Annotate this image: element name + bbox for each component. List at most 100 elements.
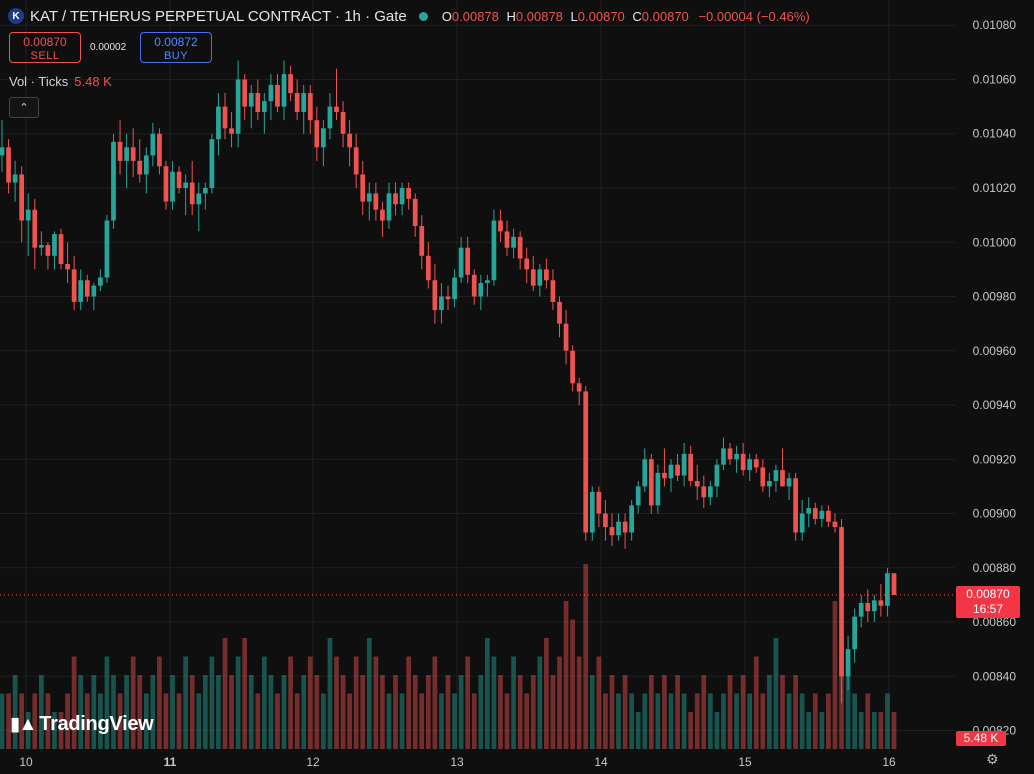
candle-body xyxy=(327,106,333,129)
candle-body xyxy=(19,174,25,221)
volume-bar xyxy=(714,712,720,749)
candle-body xyxy=(281,74,287,107)
volume-bar xyxy=(58,712,64,749)
volume-bar xyxy=(334,656,339,749)
candle-body xyxy=(334,106,339,113)
volume-bar xyxy=(845,675,851,749)
volume-bar xyxy=(675,675,680,749)
close-label: C xyxy=(632,8,642,24)
last-price-value: 0.00870 xyxy=(966,587,1010,601)
candle-body xyxy=(793,478,798,533)
volume-bar xyxy=(773,638,779,749)
candle-body xyxy=(209,139,215,188)
volume-legend-value: 5.48 K xyxy=(74,74,112,89)
candle-body xyxy=(622,521,628,533)
candle-body xyxy=(760,467,766,487)
volume-bar xyxy=(12,675,18,749)
volume-bar xyxy=(307,656,313,749)
candle-body xyxy=(727,448,733,460)
candle-body xyxy=(616,521,621,536)
volume-bar xyxy=(767,675,772,749)
volume-bar xyxy=(563,601,569,749)
candle-body xyxy=(524,258,530,270)
candle-body xyxy=(642,459,648,487)
volume-bar xyxy=(183,656,189,749)
tradingview-logo[interactable]: ▮▲ TradingView xyxy=(10,713,154,736)
volume-bar xyxy=(662,675,667,749)
collapse-legend-button[interactable]: ⌃ xyxy=(9,97,39,118)
candle-body xyxy=(589,491,595,533)
candle-body xyxy=(242,79,248,107)
candle-body xyxy=(294,93,300,113)
volume-legend[interactable]: Vol · Ticks 5.48 K xyxy=(9,74,112,89)
candle-body xyxy=(740,453,746,471)
candle-body xyxy=(0,147,5,156)
gear-icon[interactable]: ⚙ xyxy=(986,751,999,767)
volume-legend-label: Vol · Ticks xyxy=(9,74,69,89)
volume-bar xyxy=(222,638,228,749)
candle-body xyxy=(216,106,221,140)
volume-bar xyxy=(399,693,405,749)
price-tick-label: 0.01080 xyxy=(973,18,1017,32)
sell-button[interactable]: 0.00870 SELL xyxy=(9,32,81,63)
candle-body xyxy=(786,478,792,487)
volume-bar xyxy=(255,693,261,749)
buy-button[interactable]: 0.00872 BUY xyxy=(140,32,212,63)
open-label: O xyxy=(441,8,452,24)
volume-bar xyxy=(111,675,116,749)
symbol-title[interactable]: KAT / TETHERUS PERPETUAL CONTRACT · 1h ·… xyxy=(30,7,407,25)
volume-bar xyxy=(268,675,274,749)
volume-bar xyxy=(668,693,674,749)
price-tick-label: 0.01060 xyxy=(973,72,1017,86)
volume-bar xyxy=(0,693,5,749)
candle-body xyxy=(871,600,877,612)
sell-label: SELL xyxy=(30,50,60,62)
volume-bar xyxy=(504,693,510,749)
volume-bar xyxy=(347,693,352,749)
time-tick-label: 14 xyxy=(594,755,608,769)
ohlc-values: O0.00878 H0.00878 L0.00870 C0.00870 −0.0… xyxy=(438,9,810,24)
candle-body xyxy=(721,448,726,465)
price-axis[interactable]: 0.01080 0.01060 0.01040 0.01020 0.01000 0.009… xyxy=(973,18,1017,737)
volume-bar xyxy=(314,675,320,749)
candle-body xyxy=(255,93,261,113)
candle-body xyxy=(609,527,615,536)
candle-body xyxy=(819,510,825,519)
volume-bar xyxy=(6,693,11,749)
volume-bar xyxy=(799,693,805,749)
candle-body xyxy=(550,280,556,302)
volume-bar xyxy=(550,675,556,749)
volume-bar xyxy=(616,693,621,749)
candle-body xyxy=(681,453,687,476)
candle-body xyxy=(563,323,569,351)
candle-body xyxy=(183,182,189,188)
candle-body xyxy=(734,453,739,460)
spread-value: 0.00002 xyxy=(90,42,127,53)
volume-bar xyxy=(242,638,248,749)
candle-body xyxy=(176,171,182,188)
volume-bar xyxy=(196,693,202,749)
candle-body xyxy=(130,147,136,161)
volume-bar xyxy=(157,656,162,749)
volume-bar xyxy=(458,675,464,749)
volume-bar xyxy=(104,656,110,749)
volume-bar xyxy=(78,675,84,749)
candle-body xyxy=(412,198,418,226)
candle-body xyxy=(839,527,844,677)
candle-body xyxy=(648,459,654,506)
volume-bar xyxy=(124,675,129,749)
volume-bar xyxy=(707,693,713,749)
time-axis[interactable]: 10 11 12 13 14 15 16 xyxy=(19,755,896,769)
candle-body xyxy=(747,459,753,471)
candle-body xyxy=(635,486,641,506)
candle-body xyxy=(84,280,90,297)
volume-bar xyxy=(589,675,595,749)
volume-bar xyxy=(209,656,215,749)
candle-body xyxy=(511,236,516,248)
volume-bar xyxy=(648,675,654,749)
volume-bar xyxy=(865,693,871,749)
volume-bar xyxy=(84,693,90,749)
candle-body xyxy=(675,464,680,476)
volume-bar xyxy=(189,675,195,749)
